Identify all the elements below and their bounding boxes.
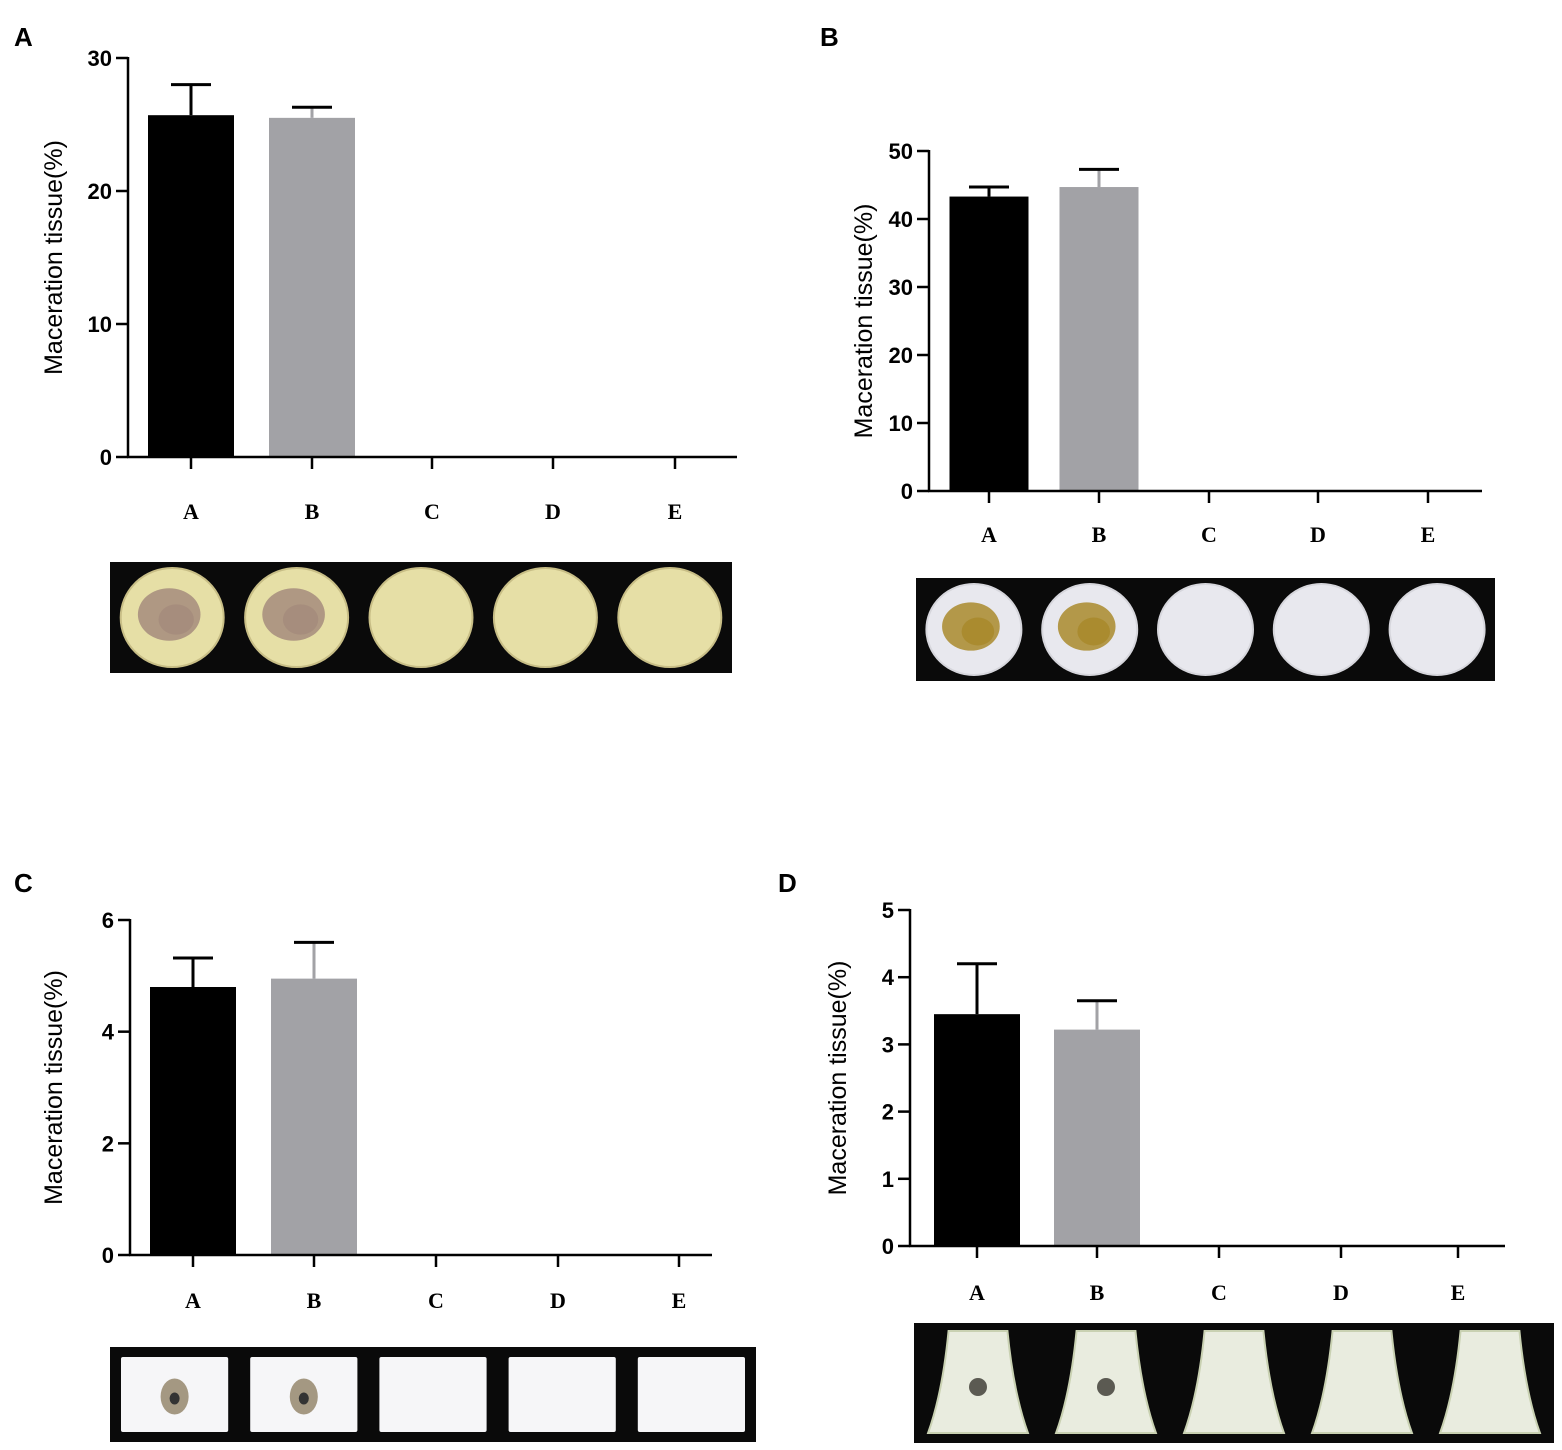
specimen-1 (925, 583, 1023, 676)
y-tick-label: 40 (889, 207, 913, 232)
specimen-2 (250, 1357, 358, 1432)
x-tick-label-c: C (428, 1288, 444, 1313)
specimen-1 (119, 567, 225, 668)
x-tick-label-c: C (1201, 522, 1217, 547)
specimen-2 (1054, 1330, 1158, 1434)
bar-b (1059, 187, 1139, 492)
y-tick-label: 10 (889, 411, 913, 436)
y-axis-title: Maceration tissue(%) (40, 140, 68, 375)
y-tick-label: 2 (882, 1100, 894, 1125)
specimen-4 (508, 1357, 616, 1432)
specimen-photo-strip (914, 1323, 1554, 1443)
panel-letter-d: D (778, 868, 797, 898)
y-tick-label: 5 (882, 898, 894, 923)
specimen-3 (1182, 1330, 1286, 1434)
y-tick-label: 1 (882, 1167, 894, 1192)
specimen-5 (1388, 583, 1486, 676)
y-tick-label: 20 (88, 179, 112, 204)
specimen-4 (492, 567, 598, 668)
y-axis-title: Maceration tissue(%) (824, 961, 852, 1196)
panel-letter-c: C (14, 868, 33, 898)
y-tick-label: 0 (100, 445, 112, 470)
bar-b (1054, 1029, 1140, 1246)
x-tick-label-a: A (183, 499, 199, 524)
x-tick-label-a: A (981, 522, 997, 547)
panel-a: A 0 10 20 30 A B C D E Maceration tissue(%) (14, 22, 737, 673)
x-tick-label-c: C (1211, 1280, 1227, 1305)
panel-letter-a: A (14, 22, 33, 52)
bar-b (271, 978, 357, 1255)
specimen-3 (379, 1357, 487, 1432)
panel-d: D 0 1 2 3 4 5 A B C D E Maceration tissue(%) (778, 868, 1554, 1443)
x-tick-label-b: B (305, 499, 320, 524)
x-tick-label-e: E (1421, 522, 1436, 547)
specimen-photo-strip (916, 578, 1495, 681)
y-tick-label: 30 (889, 275, 913, 300)
x-tick-label-d: D (545, 499, 561, 524)
x-tick-label-b: B (307, 1288, 322, 1313)
x-tick-label-b: B (1090, 1280, 1105, 1305)
bar-a (934, 1014, 1020, 1246)
x-tick-label-a: A (185, 1288, 201, 1313)
bar-b (269, 117, 355, 457)
specimen-2 (244, 567, 350, 668)
x-tick-label-a: A (969, 1280, 985, 1305)
y-tick-label: 0 (102, 1243, 114, 1268)
y-tick-label: 10 (88, 312, 112, 337)
panel-letter-b: B (820, 22, 839, 52)
y-tick-label: 0 (901, 479, 913, 504)
y-tick-label: 50 (889, 139, 913, 164)
y-tick-label: 6 (102, 908, 114, 933)
x-tick-label-e: E (672, 1288, 687, 1313)
y-tick-label: 30 (88, 46, 112, 71)
x-tick-label-e: E (1451, 1280, 1466, 1305)
y-tick-label: 20 (889, 343, 913, 368)
bar-a (150, 987, 236, 1255)
specimen-5 (1438, 1330, 1542, 1434)
panel-c: C 0 2 4 6 A B C D E Maceration tissue(%) (14, 868, 756, 1442)
x-tick-label-d: D (1333, 1280, 1349, 1305)
specimen-photo-strip (110, 562, 732, 673)
specimen-2 (1041, 583, 1139, 676)
bar-a (148, 115, 234, 457)
y-tick-label: 4 (102, 1020, 115, 1045)
specimen-3 (368, 567, 474, 668)
y-tick-label: 4 (882, 965, 895, 990)
specimen-3 (1157, 583, 1254, 676)
y-axis-title: Maceration tissue(%) (850, 204, 878, 439)
specimen-4 (1272, 583, 1370, 676)
x-tick-label-d: D (1310, 522, 1326, 547)
panel-b: B 0 10 20 30 40 50 A B C D E Maceration tissue(%) (820, 22, 1495, 681)
y-axis-title: Maceration tissue(%) (40, 970, 68, 1205)
x-tick-label-d: D (550, 1288, 566, 1313)
y-tick-label: 3 (882, 1032, 894, 1057)
specimen-1 (121, 1357, 229, 1432)
specimen-photo-strip (110, 1347, 756, 1442)
x-tick-label-e: E (668, 499, 683, 524)
x-tick-label-b: B (1092, 522, 1107, 547)
specimen-5 (637, 1357, 745, 1432)
x-tick-label-c: C (424, 499, 440, 524)
bar-a (949, 196, 1029, 491)
specimen-1 (926, 1330, 1030, 1434)
specimen-5 (617, 567, 723, 668)
specimen-4 (1310, 1330, 1414, 1434)
y-tick-label: 0 (882, 1234, 894, 1259)
y-tick-label: 2 (102, 1131, 114, 1156)
